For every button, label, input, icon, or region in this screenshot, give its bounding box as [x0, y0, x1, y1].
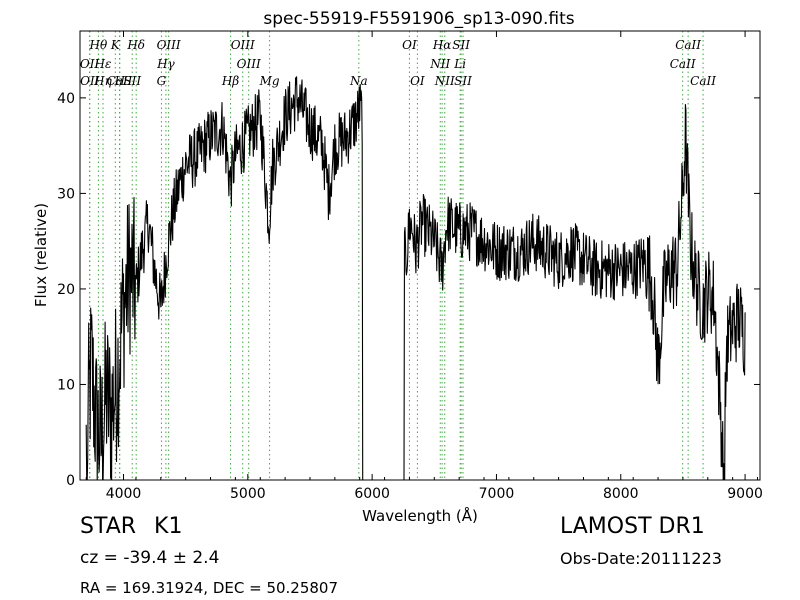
y-tick-label: 40 — [57, 91, 75, 107]
line-label: NII — [429, 57, 450, 71]
x-tick-label: 5000 — [230, 486, 266, 502]
object-class-value: STAR — [80, 514, 137, 539]
y-axis: 0 10 20 30 40 — [57, 91, 760, 489]
x-tick-label: 4000 — [106, 486, 142, 502]
spectrum-series — [85, 76, 746, 481]
y-tick-label: 0 — [66, 473, 75, 489]
line-label: OIII — [237, 57, 261, 71]
line-label: CaII — [675, 38, 701, 52]
line-label: Hβ — [221, 74, 239, 88]
line-label: OIII — [157, 38, 181, 52]
line-label: G — [157, 74, 167, 88]
y-tick-label: 10 — [57, 377, 75, 393]
x-axis: 4000 5000 6000 7000 8000 9000 — [85, 31, 763, 502]
spectrum-line — [85, 76, 746, 481]
object-class: STAR K1 — [80, 514, 182, 539]
survey-name: LAMOST DR1 — [560, 514, 705, 539]
line-label: SII — [123, 74, 141, 88]
line-label: CaII — [670, 57, 696, 71]
line-label: OIII — [231, 38, 255, 52]
y-tick-label: 20 — [57, 282, 75, 298]
line-label: OII — [80, 57, 100, 71]
x-tick-label: 7000 — [479, 486, 515, 502]
line-label: OI — [402, 38, 417, 52]
line-label: Hθ — [89, 38, 108, 52]
line-label: SII — [454, 74, 472, 88]
line-label: H — [114, 74, 126, 88]
coordinates: RA = 169.31924, DEC = 50.25807 — [80, 579, 339, 597]
line-label: Li — [453, 57, 466, 71]
y-tick-label: 30 — [57, 186, 75, 202]
line-markers — [89, 31, 704, 480]
x-tick-label: 8000 — [603, 486, 639, 502]
line-label: SII — [452, 38, 470, 52]
line-label: Hη — [93, 74, 112, 88]
line-label: CaII — [690, 74, 716, 88]
line-label: Na — [349, 74, 368, 88]
obs-date: Obs-Date:20111223 — [560, 549, 722, 568]
line-label: OI — [410, 74, 425, 88]
x-tick-label: 9000 — [727, 486, 763, 502]
line-label: NII — [434, 74, 455, 88]
redshift-cz: cz = -39.4 ± 2.4 — [80, 548, 220, 568]
line-label: K — [110, 38, 121, 52]
line-label: OII — [80, 74, 100, 88]
plot-frame — [79, 30, 761, 481]
line-label: CaII — [107, 74, 133, 88]
line-label: Hε — [94, 57, 112, 71]
line-label: Hγ — [156, 57, 175, 71]
x-axis-label: Wavelength (Å) — [362, 506, 478, 525]
subclass-value: K1 — [154, 514, 183, 539]
line-label: Mg — [259, 74, 280, 88]
y-axis-label: Flux (relative) — [32, 203, 50, 307]
line-label: Hδ — [126, 38, 145, 52]
chart-title: spec-55919-F5591906_sp13-090.fits — [263, 9, 574, 29]
line-label: Hα — [432, 38, 452, 52]
x-tick-label: 6000 — [354, 486, 390, 502]
